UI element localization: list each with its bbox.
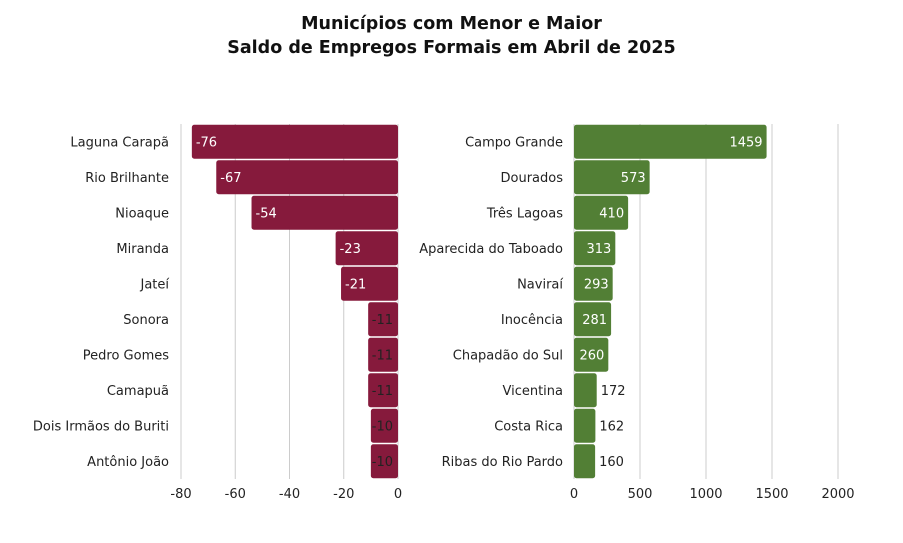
right-bar [574, 231, 616, 266]
left-data-label: -76 [196, 135, 217, 150]
right-category-label: Ribas do Rio Pardo [442, 455, 563, 470]
left-x-tick-label: -40 [279, 487, 300, 502]
left-category-label: Camapuã [107, 384, 169, 399]
right-category-label: Naviraí [517, 277, 563, 292]
left-bar [341, 266, 398, 301]
left-data-label: -10 [372, 419, 393, 434]
right-category-label: Aparecida do Taboado [419, 242, 563, 257]
left-bar [191, 124, 398, 159]
left-bar [368, 337, 398, 372]
right-bar [574, 160, 650, 195]
left-category-label: Dois Irmãos do Buriti [33, 419, 169, 434]
left-data-label: -54 [256, 206, 277, 221]
chart-title-line-2: Saldo de Empregos Formais em Abril de 20… [227, 38, 676, 58]
left-data-label: -23 [340, 242, 361, 257]
left-category-label: Rio Brilhante [85, 171, 169, 186]
left-category-label: Jateí [139, 277, 169, 292]
left-category-label: Laguna Carapã [70, 135, 169, 150]
right-data-label: 160 [599, 455, 624, 470]
left-data-label: -11 [372, 313, 393, 328]
right-data-label: 573 [621, 171, 646, 186]
right-data-label: 281 [582, 313, 607, 328]
left-data-label: -11 [372, 384, 393, 399]
right-category-label: Inocência [501, 313, 563, 328]
left-bar [251, 195, 398, 230]
right-data-label: 1459 [729, 135, 762, 150]
right-category-label: Costa Rica [494, 419, 563, 434]
right-x-tick-label: 1000 [689, 487, 722, 502]
right-data-label: 172 [601, 384, 626, 399]
left-category-label: Nioaque [115, 206, 169, 221]
left-bar [335, 231, 398, 266]
right-bar [574, 302, 612, 337]
left-x-tick-label: 0 [394, 487, 402, 502]
left-x-tick-label: -20 [333, 487, 354, 502]
chart-title-line-1: Municípios com Menor e Maior [301, 14, 602, 34]
right-x-tick-label: 0 [570, 487, 578, 502]
left-x-tick-label: -60 [225, 487, 246, 502]
right-category-label: Três Lagoas [486, 206, 563, 221]
right-x-tick-label: 2000 [821, 487, 854, 502]
left-category-label: Sonora [123, 313, 169, 328]
right-category-label: Chapadão do Sul [453, 348, 563, 363]
left-category-label: Antônio João [87, 455, 169, 470]
right-bar [574, 337, 609, 372]
left-data-label: -10 [372, 455, 393, 470]
right-category-label: Vicentina [502, 384, 563, 399]
right-data-label: 162 [599, 419, 624, 434]
right-data-label: 313 [586, 242, 611, 257]
chart-title: Municípios com Menor e Maior Saldo de Em… [0, 12, 903, 60]
right-data-label: 293 [584, 277, 609, 292]
right-data-label: 260 [579, 348, 604, 363]
left-bar [368, 302, 398, 337]
left-data-label: -11 [372, 348, 393, 363]
right-category-label: Campo Grande [465, 135, 563, 150]
left-bar [370, 408, 398, 443]
right-category-label: Dourados [501, 171, 564, 186]
left-bar [216, 160, 398, 195]
right-bar [574, 195, 629, 230]
right-x-tick-label: 500 [628, 487, 653, 502]
left-bar [370, 444, 398, 479]
right-bar [574, 266, 613, 301]
left-data-label: -21 [345, 277, 366, 292]
right-bar [574, 124, 767, 159]
right-bar [574, 444, 596, 479]
left-data-label: -67 [220, 171, 241, 186]
right-bar [574, 373, 597, 408]
left-x-tick-label: -80 [170, 487, 191, 502]
left-category-label: Miranda [116, 242, 169, 257]
left-category-label: Pedro Gomes [83, 348, 169, 363]
right-x-tick-label: 1500 [755, 487, 788, 502]
right-bar [574, 408, 596, 443]
left-bar [368, 373, 398, 408]
right-data-label: 410 [599, 206, 624, 221]
